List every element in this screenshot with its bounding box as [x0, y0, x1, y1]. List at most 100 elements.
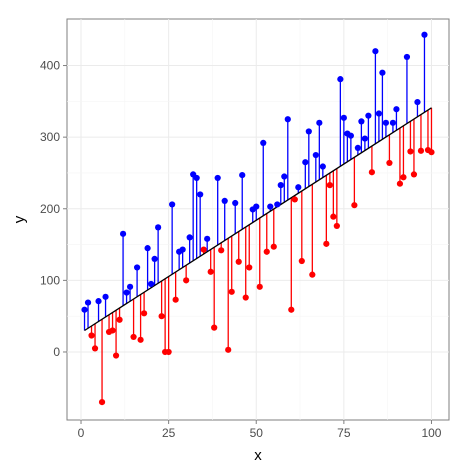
data-point	[417, 147, 425, 154]
data-point	[221, 197, 228, 204]
axis-ticks: 0 25 50 75 100 0 100 200 300 400	[40, 59, 442, 440]
data-point	[393, 106, 400, 113]
data-point	[158, 313, 165, 320]
data-point	[379, 69, 386, 76]
grid-lines	[67, 19, 449, 420]
data-point	[267, 203, 274, 210]
data-point	[183, 277, 190, 284]
data-point	[372, 48, 379, 55]
data-point	[246, 264, 253, 271]
data-point	[281, 173, 288, 180]
x-tick-label: 50	[250, 426, 264, 440]
y-tick-label: 400	[40, 59, 60, 73]
data-point	[214, 174, 221, 182]
data-point	[165, 348, 172, 356]
y-tick-label: 100	[40, 273, 60, 287]
data-point	[361, 135, 368, 142]
data-point	[347, 132, 354, 139]
x-tick-label: 0	[78, 426, 85, 440]
data-point	[200, 246, 207, 253]
data-point	[126, 283, 134, 290]
data-point	[414, 98, 421, 106]
data-point	[116, 316, 123, 323]
data-point	[102, 293, 109, 300]
data-point	[316, 119, 323, 126]
data-point	[207, 268, 214, 275]
data-point	[155, 224, 162, 231]
y-axis-title: y	[11, 215, 28, 223]
data-point	[242, 294, 249, 301]
fit-line	[84, 107, 432, 332]
data-point	[193, 174, 200, 182]
data-point	[148, 280, 155, 288]
data-point	[211, 324, 218, 331]
data-point	[277, 182, 284, 189]
data-point	[400, 174, 407, 181]
data-point	[323, 240, 330, 247]
data-point	[337, 76, 344, 83]
data-point	[403, 53, 411, 61]
data-point	[186, 234, 193, 241]
data-point	[330, 213, 337, 220]
data-point	[421, 31, 428, 38]
data-point	[302, 159, 309, 166]
data-point	[407, 148, 414, 155]
data-point	[197, 191, 204, 198]
x-tick-label: 25	[162, 426, 176, 440]
data-point	[260, 139, 267, 146]
data-point	[179, 246, 186, 253]
data-point	[389, 119, 397, 126]
data-point	[119, 230, 127, 237]
data-point	[365, 112, 372, 119]
data-point	[130, 333, 137, 341]
data-point	[351, 202, 358, 209]
x-axis-title: x	[254, 447, 262, 464]
data-point	[274, 201, 281, 208]
data-point	[84, 299, 92, 306]
data-point	[396, 180, 404, 187]
data-point	[204, 235, 211, 242]
data-point	[141, 310, 148, 317]
data-point	[137, 336, 144, 343]
data-point	[410, 171, 418, 178]
data-point	[284, 116, 291, 123]
data-point	[340, 114, 347, 121]
data-point	[144, 245, 151, 252]
data-point	[358, 118, 365, 125]
data-point	[428, 149, 435, 156]
data-point	[375, 110, 383, 117]
data-point	[88, 332, 95, 339]
y-tick-label: 200	[40, 202, 60, 216]
y-tick-label: 300	[40, 130, 60, 144]
data-point	[386, 159, 393, 167]
data-point	[382, 119, 390, 126]
data-point	[169, 201, 176, 208]
data-point	[91, 345, 99, 352]
data-point	[326, 182, 333, 189]
x-tick-label: 100	[421, 426, 441, 440]
data-point	[123, 289, 130, 296]
data-point	[95, 298, 102, 305]
data-points	[81, 31, 435, 406]
data-point	[133, 264, 141, 271]
data-point	[305, 128, 312, 135]
data-point	[309, 271, 316, 278]
x-tick-label: 75	[337, 426, 351, 440]
data-point	[312, 151, 319, 159]
data-point	[81, 306, 88, 313]
data-point	[333, 222, 340, 230]
data-point	[228, 288, 235, 295]
data-point	[368, 169, 375, 176]
data-point	[263, 248, 270, 255]
data-point	[295, 184, 302, 191]
data-point	[354, 144, 361, 151]
data-point	[98, 398, 106, 406]
data-point	[239, 172, 246, 179]
data-point	[291, 196, 298, 203]
data-point	[270, 243, 277, 250]
data-point	[218, 247, 225, 254]
data-point	[109, 327, 116, 334]
data-point	[288, 306, 295, 313]
data-point	[112, 352, 120, 359]
